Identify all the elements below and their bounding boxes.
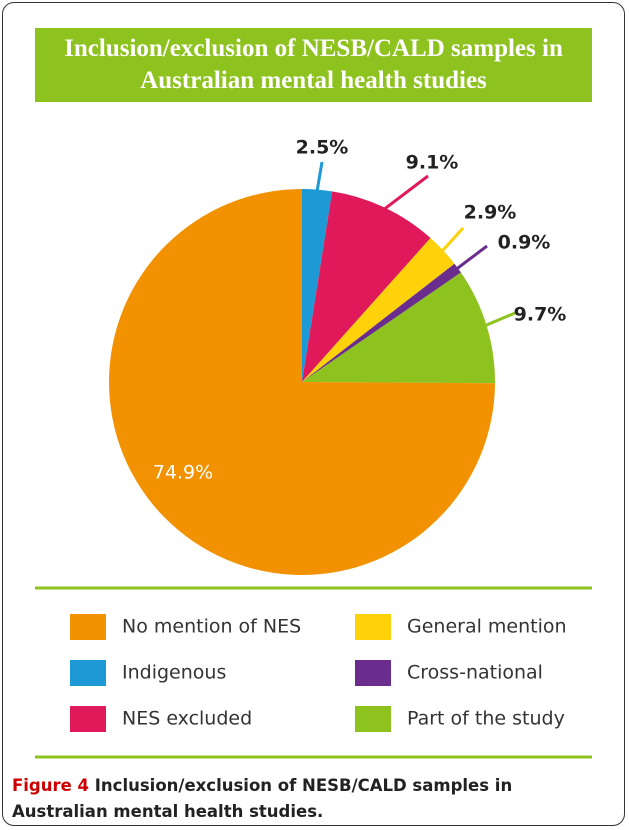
pie-slice	[302, 191, 431, 382]
pie-slice	[109, 189, 495, 575]
legend-swatch	[70, 614, 106, 640]
legend-swatch	[70, 660, 106, 686]
data-label: 0.9%	[498, 232, 551, 254]
legend-swatch	[355, 660, 391, 686]
data-label: 2.9%	[464, 202, 517, 224]
legend-label: Cross-national	[407, 662, 543, 684]
leader-line	[440, 226, 465, 253]
title-banner	[35, 28, 592, 102]
data-label: 2.5%	[296, 137, 349, 159]
pie-slice	[302, 263, 461, 382]
legend-label: Indigenous	[122, 662, 226, 684]
legend-label: No mention of NES	[122, 616, 301, 638]
data-label: 9.1%	[406, 152, 459, 174]
pie-slice	[302, 272, 495, 384]
pie-slice	[302, 238, 455, 382]
pie-slice	[302, 189, 333, 382]
legend-swatch	[355, 706, 391, 732]
caption-text: Inclusion/exclusion of NESB/CALD samples…	[12, 776, 513, 821]
leader-line	[483, 311, 516, 328]
legend-swatch	[355, 614, 391, 640]
data-label: 9.7%	[514, 304, 567, 326]
leader-line	[315, 161, 324, 192]
data-label: 74.9%	[153, 462, 213, 484]
leader-line	[455, 244, 488, 271]
legend-label: Part of the study	[407, 708, 565, 730]
legend-swatch	[70, 706, 106, 732]
legend-label: NES excluded	[122, 708, 252, 730]
caption: Figure 4 Inclusion/exclusion of NESB/CAL…	[12, 773, 552, 825]
chart-title: Inclusion/exclusion of NESB/CALD samples…	[64, 35, 563, 94]
caption-label: Figure 4	[12, 776, 90, 795]
legend-label: General mention	[407, 616, 567, 638]
leader-line	[382, 174, 429, 211]
